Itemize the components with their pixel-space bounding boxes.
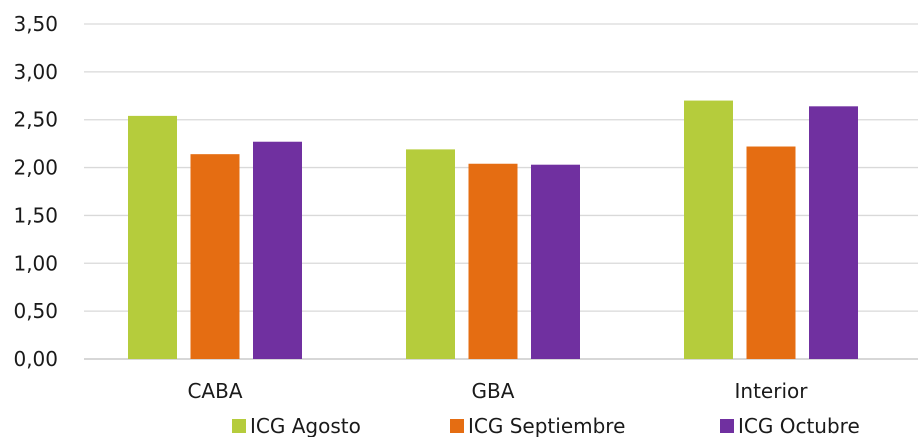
y-tick-label: 1,50 — [13, 203, 58, 227]
legend-label: ICG Octubre — [738, 414, 860, 437]
y-tick-label: 0,00 — [13, 347, 58, 371]
y-tick-label: 3,50 — [13, 12, 58, 36]
bar-gba-3 — [531, 164, 580, 359]
y-tick-label: 0,50 — [13, 299, 58, 323]
y-tick-label: 2,50 — [13, 108, 58, 132]
y-tick-label: 1,00 — [13, 251, 58, 275]
x-axis-category-labels: CABA GBA Interior — [187, 379, 808, 403]
legend-swatch — [720, 419, 734, 433]
legend-swatch — [450, 419, 464, 433]
bar-interior-3 — [809, 106, 858, 359]
y-tick-label: 3,00 — [13, 60, 58, 84]
x-category-label: Interior — [735, 379, 809, 403]
bar-interior-2 — [746, 146, 796, 359]
bar-gba-2 — [468, 163, 518, 359]
y-tick-label: 2,00 — [13, 156, 58, 180]
bar-caba-3 — [253, 141, 302, 359]
bars — [128, 100, 858, 360]
bar-gba-1 — [406, 149, 455, 359]
x-category-label: GBA — [472, 379, 515, 403]
y-axis-tick-labels: 0,00 0,50 1,00 1,50 2,00 2,50 3,00 3,50 — [13, 12, 58, 371]
bar-caba-1 — [128, 115, 177, 359]
legend: ICG Agosto ICG Septiembre ICG Octubre — [232, 414, 860, 438]
bar-interior-1 — [684, 100, 733, 360]
bar-caba-2 — [190, 154, 240, 359]
legend-swatch — [232, 419, 246, 433]
x-category-label: CABA — [187, 379, 242, 403]
legend-label: ICG Agosto — [250, 414, 361, 437]
legend-label: ICG Septiembre — [468, 414, 625, 437]
